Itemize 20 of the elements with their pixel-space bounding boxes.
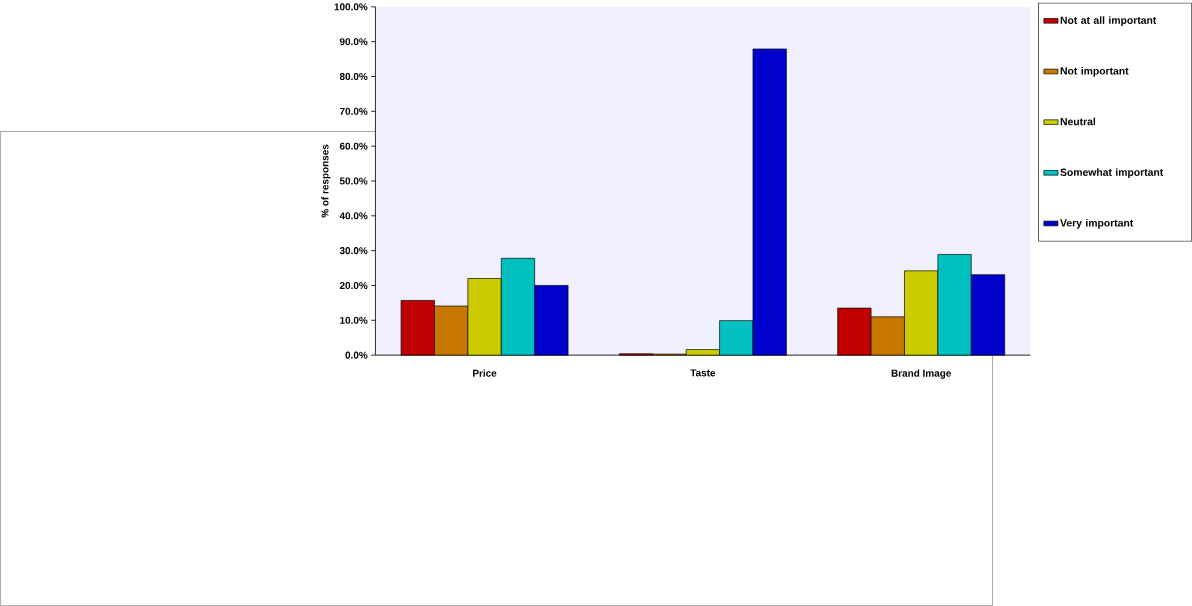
y-tick-label: 0.0% [345, 351, 368, 359]
y-tick-label: 40.0% [339, 212, 368, 220]
y-tick-label: 10.0% [340, 316, 368, 324]
legend-label: Neutral [1060, 117, 1096, 126]
legend-label: Not at all important [1060, 16, 1157, 27]
y-tick-label: 80.0% [339, 73, 368, 81]
y-tick-label: 20.0% [339, 282, 368, 290]
legend-label: Not important [1060, 67, 1129, 77]
y-tick-label: 70.0% [339, 107, 368, 115]
y-tick-label: 90.0% [339, 38, 368, 46]
y-tick-label: 100.0% [334, 3, 368, 11]
x-tick-label: Brand Image [891, 369, 951, 379]
y-tick-label: 50.0% [339, 177, 368, 185]
legend-label: Very important [1060, 219, 1134, 229]
y-axis-title: % of responses [321, 144, 331, 218]
x-tick-label: Price [473, 369, 497, 377]
x-tick-label: Taste [690, 369, 716, 377]
y-tick-label: 60.0% [339, 142, 368, 150]
y-tick-label: 30.0% [339, 247, 368, 255]
legend-label: Somewhat important [1060, 168, 1164, 179]
